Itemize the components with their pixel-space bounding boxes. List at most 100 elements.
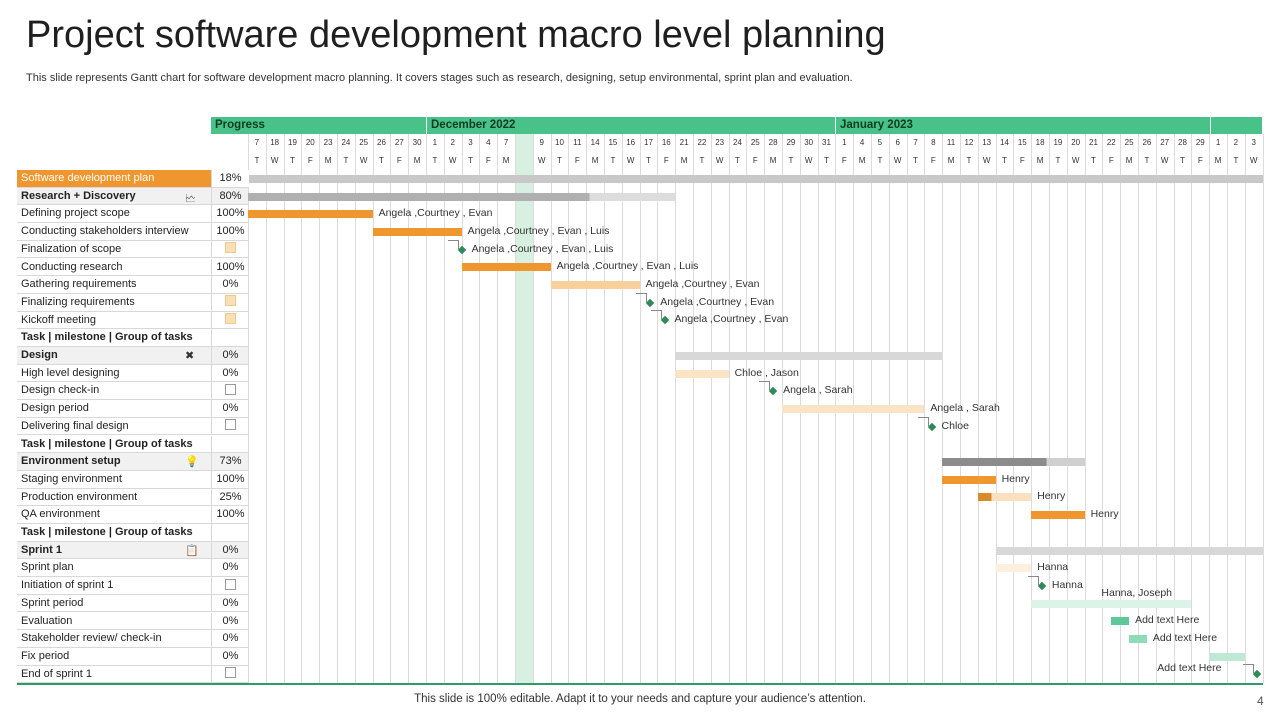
milestone-diamond-icon[interactable]: [646, 298, 655, 307]
task-row[interactable]: Gathering requirements 0%: [17, 276, 248, 294]
task-row[interactable]: Sprint plan 0%: [17, 559, 249, 578]
day-number: 24: [733, 138, 742, 147]
assignee-label: Chloe , Jason: [734, 366, 799, 379]
task-bar[interactable]: [942, 475, 996, 484]
day-number: 26: [377, 138, 386, 147]
day-number: 30: [804, 138, 814, 147]
task-row[interactable]: Environment setup 💡 73%: [17, 453, 248, 471]
milestone-diamond-icon[interactable]: [1037, 581, 1047, 591]
task-row[interactable]: End of sprint 1: [17, 665, 248, 684]
milestone-checkbox[interactable]: [225, 578, 236, 590]
milestone-checkbox[interactable]: [225, 383, 236, 395]
task-row[interactable]: Design check-in: [17, 382, 248, 401]
task-row[interactable]: Finalizing requirements: [17, 293, 248, 312]
milestone-diamond-icon[interactable]: [457, 245, 466, 254]
task-bar[interactable]: [977, 493, 1032, 502]
task-progress: 0%: [211, 559, 249, 577]
assignee-label: Angela ,Courtney , Evan: [660, 295, 775, 308]
task-bar[interactable]: [1031, 511, 1085, 520]
task-row[interactable]: Software development plan 18%: [17, 170, 249, 188]
task-name: End of sprint 1: [21, 667, 92, 680]
task-progress: 100%: [211, 205, 249, 223]
task-bar[interactable]: [995, 546, 1263, 555]
task-row[interactable]: Conducting stakeholders interview 100%: [17, 223, 248, 241]
task-row[interactable]: Sprint 1 📋 0%: [17, 541, 248, 560]
day-number: 2: [1233, 138, 1239, 147]
day-letter: W: [1160, 156, 1169, 165]
milestone-diamond-icon[interactable]: [927, 422, 936, 431]
task-row[interactable]: Kickoff meeting: [17, 311, 248, 330]
day-letter: M: [591, 156, 599, 165]
task-bar[interactable]: [1129, 635, 1147, 644]
day-number: 14: [590, 138, 600, 147]
task-row[interactable]: Delivering final design: [17, 417, 248, 436]
task-row[interactable]: Task | milestone | Group of tasks: [17, 435, 248, 454]
task-bar[interactable]: [248, 174, 1263, 183]
task-progress: [211, 524, 249, 541]
task-bar[interactable]: [1209, 652, 1245, 661]
task-name: Staging environment: [21, 472, 122, 485]
task-row[interactable]: Task | milestone | Group of tasks: [17, 524, 248, 542]
task-bar[interactable]: [995, 564, 1032, 573]
task-row[interactable]: Defining project scope 100%: [17, 205, 249, 224]
task-bar[interactable]: [248, 192, 676, 201]
task-bar[interactable]: [942, 458, 1085, 467]
task-bar[interactable]: [675, 369, 729, 378]
day-number: 23: [323, 138, 333, 147]
task-bar[interactable]: [461, 263, 551, 272]
milestone-diamond-icon[interactable]: [660, 316, 669, 325]
day-letter: T: [1180, 156, 1185, 165]
task-bar[interactable]: [248, 210, 373, 219]
task-row[interactable]: QA environment 100%: [17, 506, 248, 524]
grid-line: [408, 134, 410, 683]
task-row[interactable]: Research + Discovery 🗠 80%: [17, 187, 248, 206]
milestone-checkbox[interactable]: [225, 313, 236, 325]
task-row[interactable]: Initiation of sprint 1: [17, 577, 248, 595]
task-row[interactable]: High level designing 0%: [17, 364, 248, 383]
task-bar[interactable]: [372, 227, 462, 236]
task-bar[interactable]: [1031, 599, 1192, 608]
task-row[interactable]: Stakeholder review/ check-in 0%: [17, 630, 248, 648]
task-row[interactable]: Staging environment 100%: [17, 470, 249, 489]
day-number: 6: [895, 138, 900, 147]
task-row[interactable]: Finalization of scope: [17, 240, 248, 259]
task-name: Gathering requirements: [21, 278, 137, 291]
assignee-label: Add text Here: [1135, 614, 1200, 627]
task-row[interactable]: Evaluation 0%: [17, 612, 248, 631]
milestone-checkbox[interactable]: [225, 295, 236, 307]
task-bar[interactable]: [550, 281, 640, 290]
grid-line: [1138, 134, 1139, 683]
day-letter: M: [502, 156, 510, 165]
task-row[interactable]: Fix period 0%: [17, 647, 248, 666]
task-progress: 0%: [211, 276, 249, 293]
grid-line: [657, 134, 659, 683]
day-letter: W: [270, 156, 279, 165]
task-progress: [211, 329, 249, 346]
milestone-diamond-icon[interactable]: [768, 387, 778, 396]
task-row[interactable]: Production environment 25%: [17, 488, 248, 507]
day-number: 3: [468, 138, 473, 147]
day-letter: F: [841, 156, 847, 165]
task-progress: 100%: [211, 470, 249, 488]
assignee-label: Hanna: [1037, 561, 1069, 574]
milestone-checkbox[interactable]: [225, 419, 236, 431]
task-row[interactable]: Sprint period 0%: [17, 594, 248, 613]
slide-footer: This slide is 100% editable. Adapt it to…: [414, 693, 866, 705]
milestone-diamond-icon[interactable]: [1253, 670, 1262, 679]
day-letter: T: [468, 156, 473, 165]
task-bar[interactable]: [1111, 617, 1130, 626]
dependency-connector: [917, 416, 929, 426]
task-row[interactable]: Design ✖ 0%: [17, 347, 248, 365]
milestone-checkbox[interactable]: [225, 242, 236, 254]
day-letter: W: [982, 156, 991, 165]
task-row[interactable]: Design period 0%: [17, 400, 248, 418]
task-bar[interactable]: [675, 351, 943, 360]
day-number: 10: [555, 138, 564, 147]
task-row[interactable]: Task | milestone | Group of tasks: [17, 329, 248, 347]
milestone-checkbox[interactable]: [225, 667, 236, 679]
task-name: Research + Discovery: [21, 189, 136, 202]
slide-title: Project software development macro level…: [26, 14, 886, 56]
task-progress: 100%: [211, 258, 249, 276]
task-bar[interactable]: [782, 404, 925, 413]
task-row[interactable]: Conducting research 100%: [17, 258, 249, 277]
